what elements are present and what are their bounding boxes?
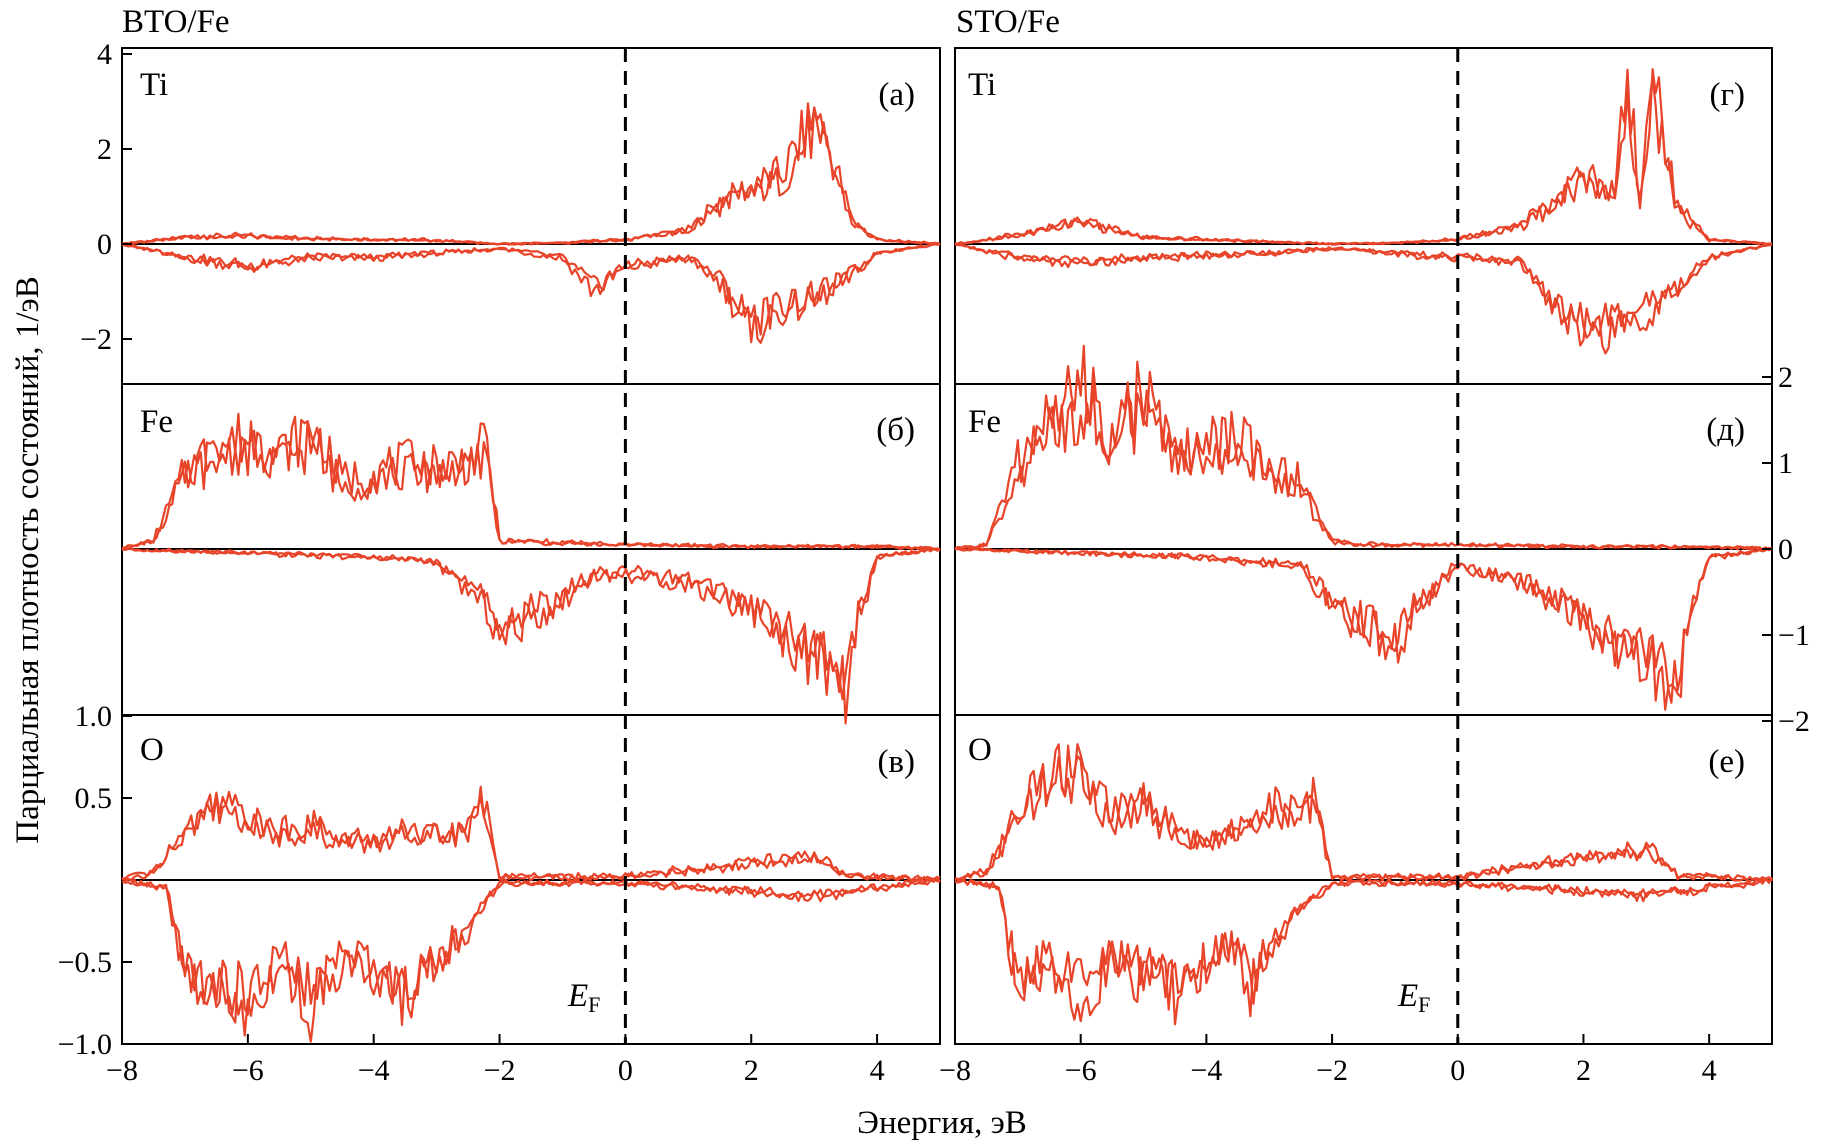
- panel-label-d: (д): [1706, 412, 1745, 448]
- panel-label-b: (б): [876, 412, 915, 448]
- column-title-bto: BTO/Fe: [122, 4, 230, 40]
- dos-curve-spin-up: [121, 412, 941, 552]
- y-tick-label: −1.0: [58, 1028, 112, 1061]
- x-axis-title: Энергия, эВ: [857, 1105, 1027, 1141]
- x-tick-label: −8: [939, 1054, 971, 1087]
- dos-curve-spin-up: [954, 754, 1773, 883]
- dos-curve-spin-up: [121, 102, 941, 246]
- dos-curve-spin-up: [954, 76, 1773, 246]
- dos-curve-spin-down: [954, 876, 1773, 1011]
- x-tick-label: 2: [1576, 1054, 1591, 1087]
- dos-curve-spin-down: [954, 242, 1773, 339]
- x-tick-label: 4: [1702, 1054, 1717, 1087]
- y-tick-label: −1: [1778, 619, 1810, 652]
- panel-label-a: (а): [878, 77, 915, 113]
- plot-layer: −8 −6 −4 −2 0 2 4 −8 −6 −4 −2 0 2 4 4 2 0 −2 1.0 0.5 −0.5 −1.…: [58, 38, 1810, 1087]
- y-tick-label: −0.5: [58, 946, 112, 979]
- x-tick-label: −4: [358, 1054, 390, 1087]
- dos-curve-spin-down: [121, 242, 941, 344]
- dos-curve-spin-up: [954, 344, 1773, 551]
- x-tick-label: 4: [870, 1054, 885, 1087]
- x-tick-label: −4: [1190, 1054, 1222, 1087]
- column-title-sto: STO/Fe: [956, 4, 1060, 40]
- dos-curve-spin-up: [954, 743, 1773, 883]
- y-tick-label: −2: [1778, 705, 1810, 738]
- panel-label-v: (в): [877, 744, 915, 780]
- dos-curve-spin-up: [121, 785, 941, 883]
- y-tick-label: 1: [1778, 447, 1793, 480]
- x-tick-label: −6: [232, 1054, 264, 1087]
- y-tick-label: 4: [97, 38, 112, 71]
- x-tick-label: −6: [1065, 1054, 1097, 1087]
- x-tick-label: 0: [618, 1054, 633, 1087]
- dos-curve-spin-up: [121, 791, 941, 884]
- y-tick-label: 0.5: [75, 782, 113, 815]
- y-tick-label: 0: [97, 228, 112, 261]
- dos-curve-spin-down: [121, 875, 941, 1043]
- dos-curve-spin-up: [121, 420, 941, 551]
- dos-curve-spin-down: [954, 243, 1773, 355]
- dos-curve-spin-down: [954, 877, 1773, 1026]
- fermi-label: EF: [567, 978, 600, 1017]
- y-tick-label: 2: [97, 133, 112, 166]
- dos-curve-spin-up: [121, 106, 941, 246]
- element-label-fe: Fe: [140, 404, 173, 440]
- element-label-ti: Ti: [968, 67, 996, 103]
- dos-curve-spin-down: [121, 877, 941, 1024]
- y-tick-label: 1.0: [75, 700, 113, 733]
- dos-curve-spin-down: [121, 242, 941, 344]
- element-label-o: O: [140, 732, 164, 768]
- y-tick-label: 0: [1778, 533, 1793, 566]
- element-label-fe: Fe: [968, 404, 1001, 440]
- frame-right: [954, 47, 1773, 1045]
- x-tick-label: −2: [1316, 1054, 1348, 1087]
- element-label-o: O: [968, 732, 992, 768]
- dos-curve-spin-down: [954, 546, 1773, 704]
- y-tick-label: 2: [1778, 361, 1793, 394]
- x-tick-label: 0: [1450, 1054, 1465, 1087]
- y-axis-title: Парциальная плотность состояний, 1/эВ: [10, 276, 46, 843]
- element-label-ti: Ti: [140, 67, 168, 103]
- frame-left: [121, 47, 941, 1045]
- x-tick-label: −8: [106, 1054, 138, 1087]
- x-tick-label: −2: [484, 1054, 516, 1087]
- dos-curve-spin-up: [954, 383, 1773, 552]
- panel-label-e: (е): [1708, 744, 1745, 780]
- dos-curve-spin-down: [121, 546, 941, 701]
- x-tick-label: 2: [744, 1054, 759, 1087]
- y-tick-label: −2: [80, 323, 112, 356]
- fermi-label: EF: [1397, 978, 1430, 1017]
- panel-label-g: (г): [1709, 77, 1745, 113]
